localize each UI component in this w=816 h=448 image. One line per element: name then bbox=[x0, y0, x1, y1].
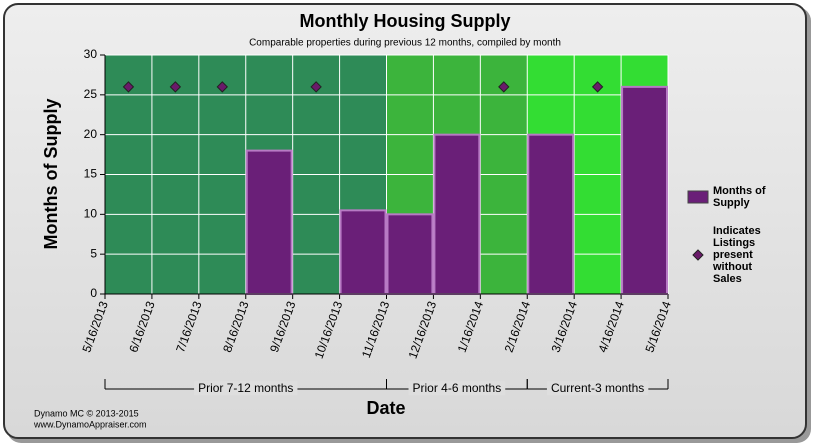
period-label-bg bbox=[194, 381, 298, 396]
period-label: Prior 7-12 months bbox=[198, 381, 293, 395]
x-axis-label: Date bbox=[366, 398, 405, 418]
footer: Dynamo MC © 2013-2015 bbox=[34, 408, 139, 418]
y-tick-label: 0 bbox=[90, 286, 97, 300]
bar bbox=[621, 85, 668, 295]
marker bbox=[310, 81, 322, 93]
bar bbox=[433, 133, 481, 295]
legend-swatch bbox=[692, 249, 704, 261]
chart-title: Monthly Housing Supply bbox=[300, 11, 511, 31]
marker bbox=[591, 81, 604, 93]
y-tick-label: 30 bbox=[84, 47, 98, 61]
bar bbox=[527, 133, 575, 295]
y-tick-label: 25 bbox=[84, 87, 98, 101]
bar bbox=[339, 209, 387, 296]
legend-label: Indicates Listings present without Sales bbox=[713, 225, 761, 285]
marker bbox=[498, 81, 510, 93]
y-axis-label: Months of Supply bbox=[41, 99, 61, 250]
bar bbox=[386, 213, 434, 295]
marker bbox=[169, 81, 182, 93]
bar bbox=[245, 149, 293, 295]
footer: www.DynamoAppraiser.com bbox=[33, 419, 147, 429]
y-tick-label: 5 bbox=[90, 246, 97, 260]
legend-label: Months of Supply bbox=[713, 185, 766, 209]
legend-swatch bbox=[687, 190, 709, 204]
marker bbox=[216, 81, 228, 93]
chart-subtitle: Comparable properties during previous 12… bbox=[249, 38, 561, 49]
period-label-bg bbox=[546, 381, 649, 396]
y-tick-label: 10 bbox=[84, 207, 98, 221]
period-label-bg bbox=[408, 381, 506, 396]
period-label: Current-3 months bbox=[551, 381, 644, 395]
y-tick-label: 20 bbox=[84, 127, 98, 141]
y-tick-label: 15 bbox=[84, 167, 98, 181]
period-label: Prior 4-6 months bbox=[413, 381, 502, 395]
marker bbox=[122, 81, 135, 93]
